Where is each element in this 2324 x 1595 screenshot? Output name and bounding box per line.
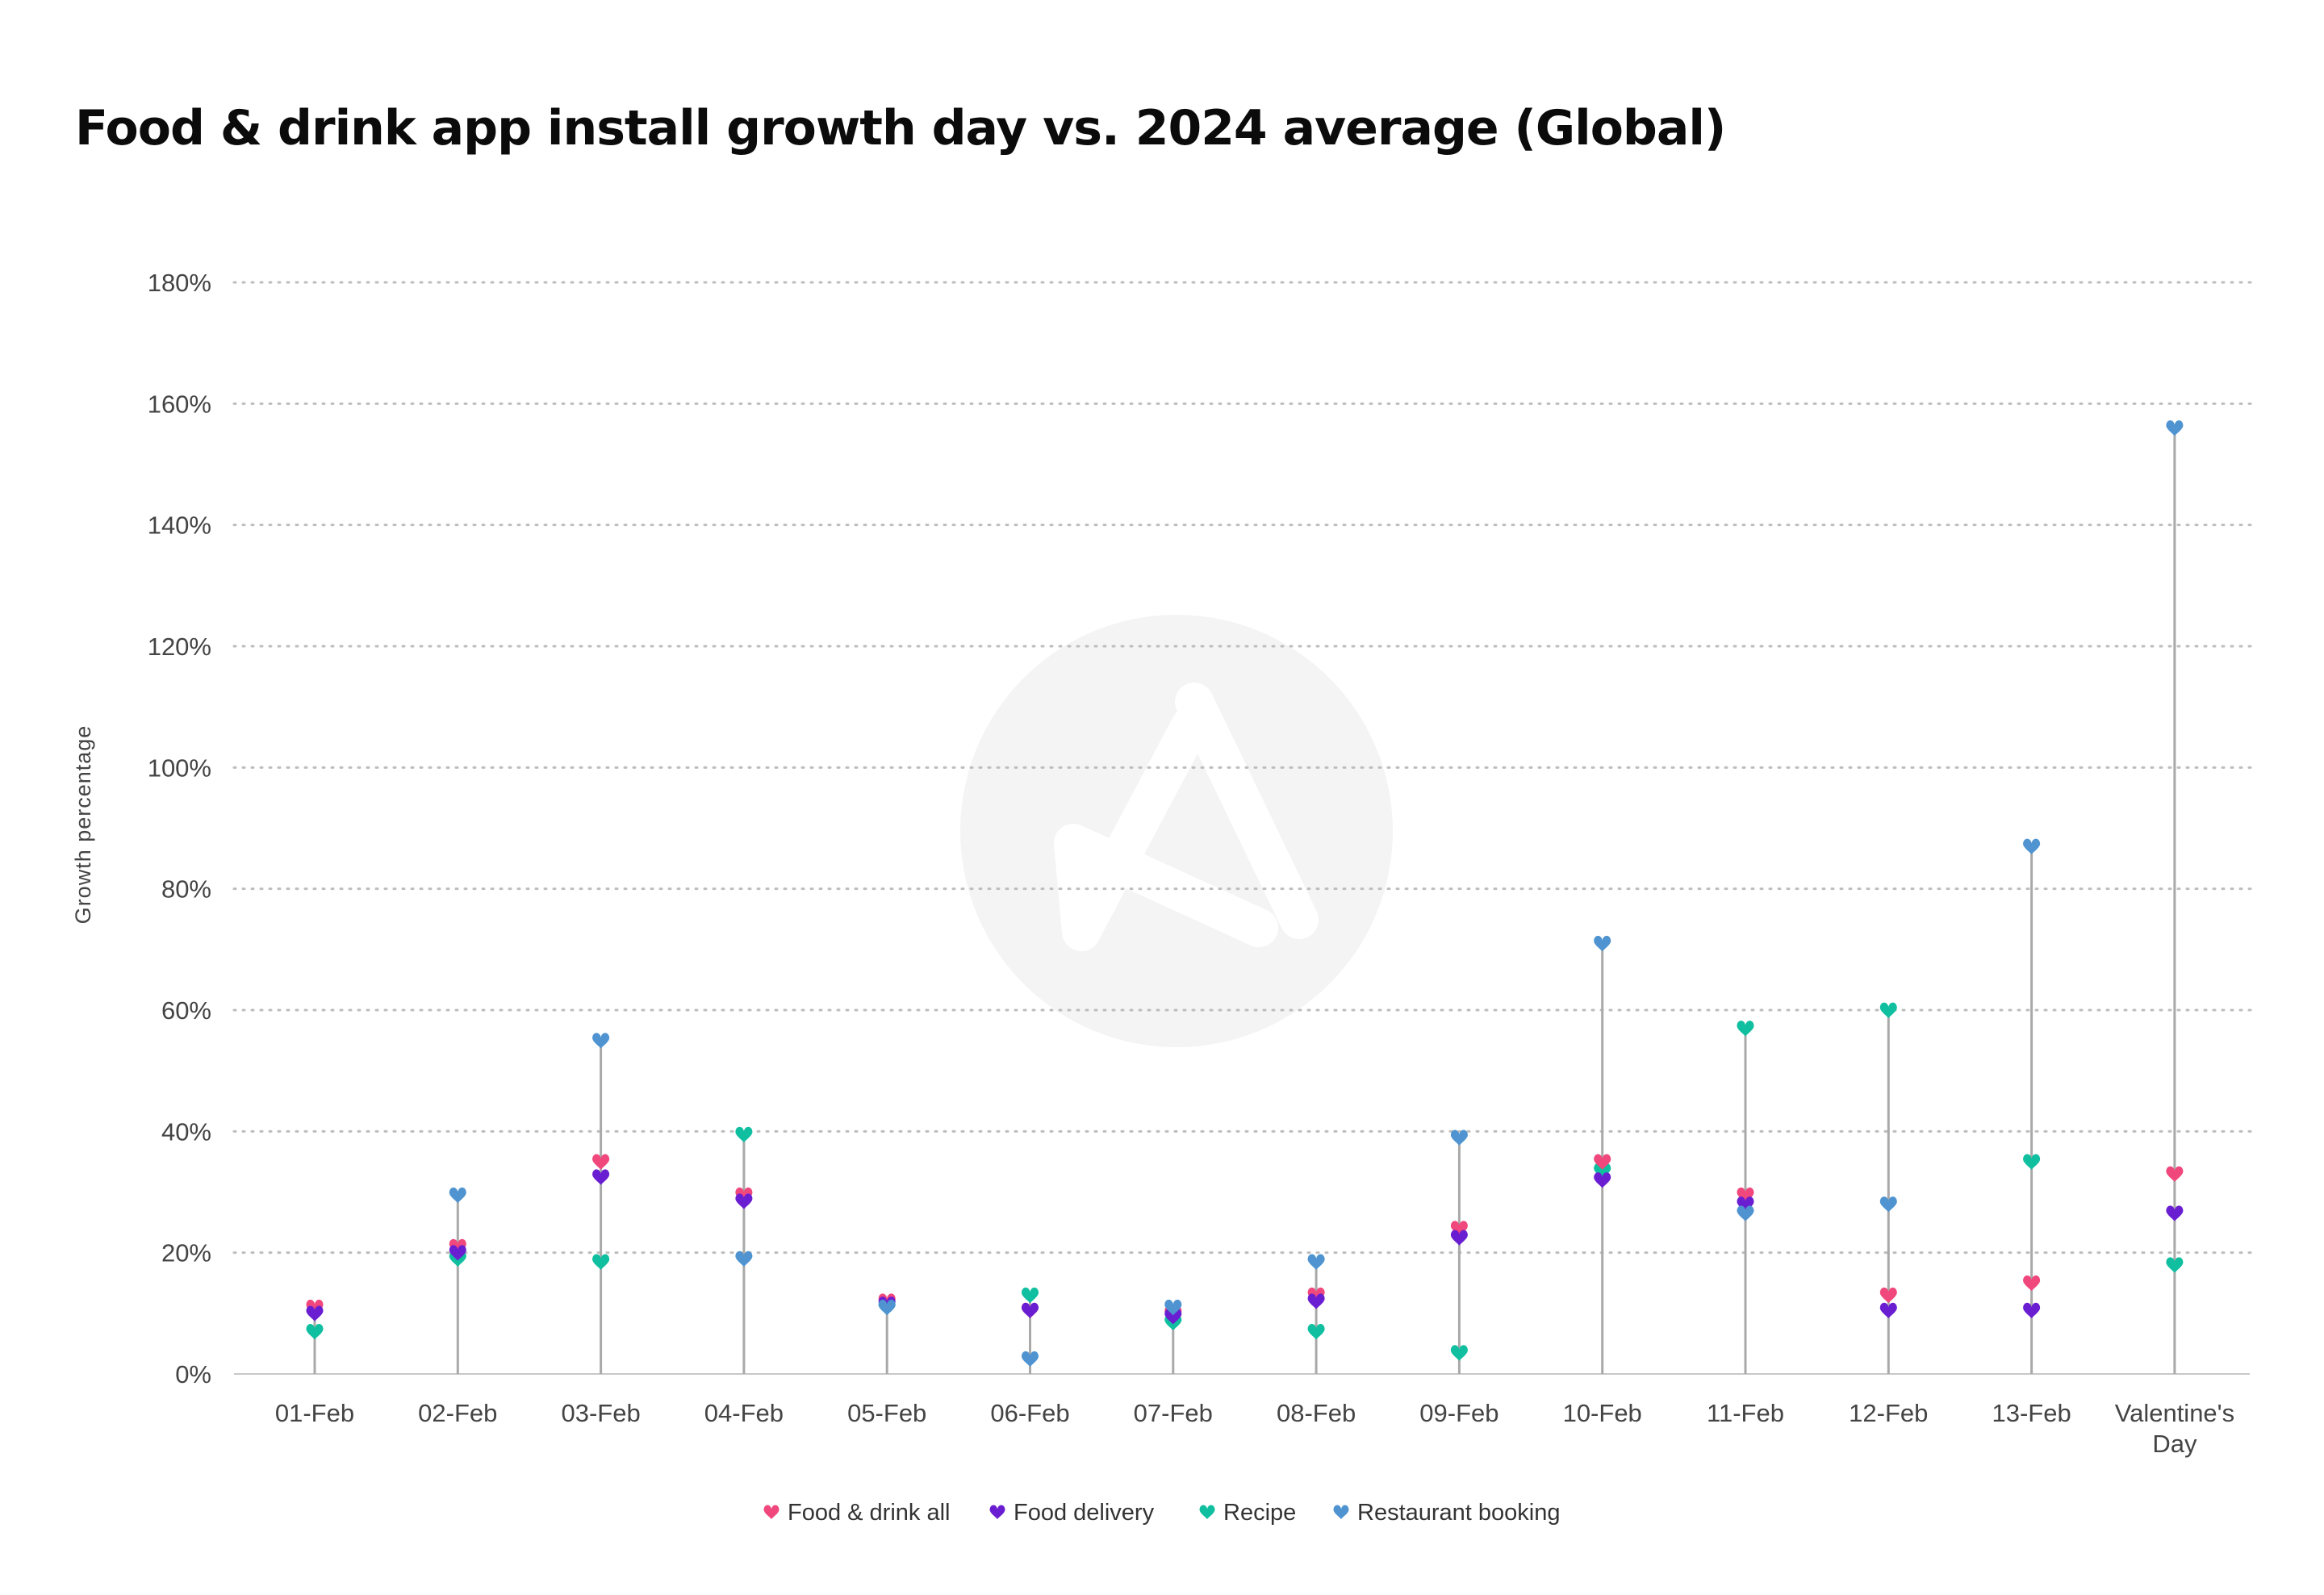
data-point-recipe <box>1737 1021 1754 1037</box>
data-point-recipe <box>592 1254 610 1270</box>
legend-marker <box>1199 1505 1215 1519</box>
data-point-recipe <box>1879 1002 1897 1018</box>
y-tick-label: 180% <box>148 269 211 297</box>
x-tick-label: 10-Feb <box>1563 1399 1642 1427</box>
data-point-restaurant-booking <box>1737 1205 1754 1221</box>
data-point-restaurant-booking <box>1450 1129 1468 1146</box>
x-tick-label: 07-Feb <box>1134 1399 1213 1427</box>
x-tick-label: 12-Feb <box>1849 1399 1928 1427</box>
data-point-food-delivery <box>1021 1302 1039 1319</box>
x-tick-label: 01-Feb <box>275 1399 354 1427</box>
data-point-restaurant-booking <box>1879 1196 1897 1213</box>
chart-title: Food & drink app install growth day vs. … <box>75 100 1726 157</box>
legend-label: Recipe <box>1223 1500 1296 1526</box>
data-point-food-drink-all <box>2023 1275 2041 1292</box>
y-tick-label: 60% <box>161 996 211 1025</box>
y-tick-label: 100% <box>148 754 211 782</box>
data-point-recipe <box>2166 1257 2184 1273</box>
watermark-logo <box>960 615 1393 1047</box>
data-point-food-delivery <box>735 1193 753 1209</box>
data-point-food-drink-all <box>592 1154 610 1170</box>
data-point-food-delivery <box>1594 1172 1611 1188</box>
legend-marker <box>1333 1505 1349 1519</box>
y-axis: 0% 20% 40% 60% 80% 100% 120% 140% 160% 180% <box>148 269 211 1388</box>
x-tick-label: 13-Feb <box>1992 1399 2071 1427</box>
x-tick-label: 04-Feb <box>704 1399 784 1427</box>
x-tick-label: 09-Feb <box>1419 1399 1498 1427</box>
data-point-food-delivery <box>1450 1230 1468 1246</box>
data-point-food-delivery <box>2023 1302 2041 1319</box>
data-point-restaurant-booking <box>1594 935 1611 952</box>
x-tick-label: Valentine's Day <box>2115 1399 2234 1458</box>
y-tick-label: 160% <box>148 390 211 418</box>
data-point-recipe <box>1307 1324 1325 1340</box>
y-tick-label: 140% <box>148 511 211 540</box>
data-point-restaurant-booking <box>2023 838 2041 855</box>
data-point-recipe <box>306 1324 324 1340</box>
y-axis-label: Growth percentage <box>71 725 95 925</box>
data-point-food-delivery <box>306 1305 324 1322</box>
data-point-food-delivery <box>449 1245 466 1261</box>
data-point-restaurant-booking <box>592 1033 610 1049</box>
x-axis: 01-Feb 02-Feb 03-Feb 04-Feb 05-Feb 06-Feb 07-F… <box>275 1399 2234 1458</box>
plot-markers <box>306 420 2184 1367</box>
data-point-food-drink-all <box>1879 1287 1897 1304</box>
legend-label: Food delivery <box>1014 1500 1155 1526</box>
data-point-recipe <box>1594 1163 1611 1180</box>
y-tick-label: 0% <box>175 1360 211 1388</box>
data-point-recipe <box>1450 1345 1468 1361</box>
gridlines <box>232 281 2253 1255</box>
data-point-food-drink-all <box>735 1187 753 1204</box>
data-point-recipe <box>735 1126 753 1143</box>
x-tick-label: 05-Feb <box>847 1399 926 1427</box>
legend-label: Food & drink all <box>788 1500 951 1526</box>
x-tick-label: 06-Feb <box>990 1399 1069 1427</box>
data-point-food-drink-all <box>1307 1287 1325 1304</box>
data-point-food-drink-all <box>306 1299 324 1316</box>
data-point-food-delivery <box>2166 1205 2184 1221</box>
y-tick-label: 80% <box>161 875 211 904</box>
data-point-food-delivery <box>1164 1309 1182 1325</box>
data-point-food-delivery <box>1307 1293 1325 1309</box>
data-point-food-drink-all <box>1594 1154 1611 1170</box>
data-point-food-drink-all <box>1450 1221 1468 1237</box>
data-point-restaurant-booking <box>1307 1254 1325 1270</box>
legend-marker <box>763 1505 780 1519</box>
data-point-food-drink-all <box>2166 1166 2184 1182</box>
y-tick-label: 20% <box>161 1239 211 1267</box>
x-tick-label: 02-Feb <box>418 1399 497 1427</box>
data-point-restaurant-booking <box>1021 1351 1039 1367</box>
y-tick-label: 120% <box>148 633 211 661</box>
data-point-food-delivery <box>1879 1302 1897 1319</box>
data-point-food-delivery <box>592 1169 610 1185</box>
data-point-restaurant-booking <box>2166 420 2184 436</box>
legend: Food & drink all Food delivery Recipe Resta… <box>763 1500 1561 1526</box>
data-point-restaurant-booking <box>878 1299 896 1316</box>
legend-label: Restaurant booking <box>1357 1500 1561 1526</box>
data-point-restaurant-booking <box>735 1251 753 1267</box>
y-tick-label: 40% <box>161 1117 211 1146</box>
data-point-food-delivery <box>1737 1196 1754 1213</box>
data-point-restaurant-booking <box>1164 1299 1182 1316</box>
x-tick-label: 03-Feb <box>561 1399 640 1427</box>
data-point-restaurant-booking <box>449 1187 466 1204</box>
data-point-recipe <box>1021 1287 1039 1304</box>
data-point-food-drink-all <box>449 1238 466 1255</box>
data-point-recipe <box>2023 1154 2041 1170</box>
x-tick-label: 08-Feb <box>1277 1399 1356 1427</box>
data-point-food-drink-all <box>1737 1187 1754 1204</box>
legend-marker <box>989 1505 1005 1519</box>
x-tick-label: 11-Feb <box>1707 1399 1784 1427</box>
